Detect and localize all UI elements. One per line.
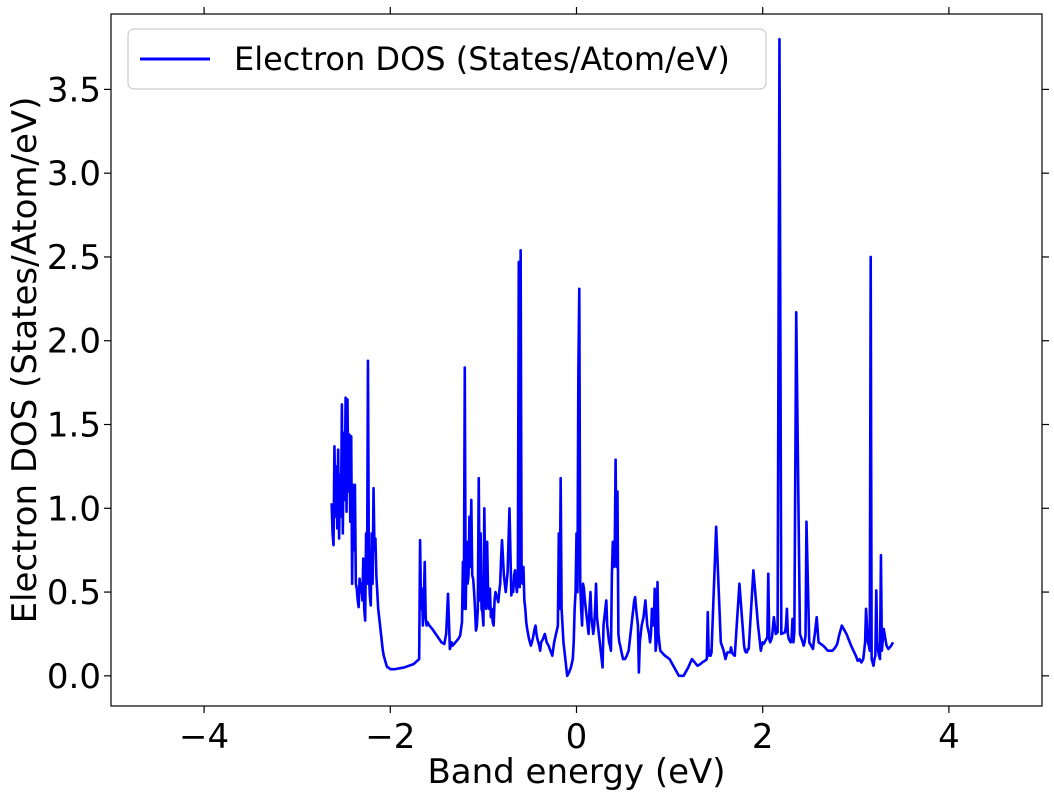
axis-ticks: −4 −2 0 2 4 0.0 0.5 1.0 1.5 2.0 2.5 3.0 3.5 [47, 7, 1049, 757]
y-tick-label: 0.0 [47, 657, 101, 697]
plot-marks [330, 37, 895, 678]
x-axis-label: Band energy (eV) [427, 752, 725, 792]
series-line [330, 37, 895, 678]
x-tick-label: −4 [179, 717, 229, 757]
y-tick-label: 1.0 [47, 489, 101, 529]
legend-box [127, 28, 767, 90]
legend: Electron DOS (States/Atom/eV) [127, 28, 767, 90]
legend-entry-label: Electron DOS (States/Atom/eV) [234, 40, 730, 78]
x-tick-label: 0 [566, 717, 588, 757]
y-tick-label: 2.0 [47, 322, 101, 362]
y-tick-label: 1.5 [47, 406, 101, 446]
y-axis-label: Electron DOS (States/Atom/eV) [5, 97, 45, 624]
axes-frame [110, 13, 1043, 707]
x-tick-label: −2 [365, 717, 415, 757]
y-tick-label: 2.5 [47, 238, 101, 278]
y-tick-label: 3.0 [47, 154, 101, 194]
x-tick-label: 2 [752, 717, 774, 757]
x-tick-label: 4 [938, 717, 960, 757]
y-tick-label: 0.5 [47, 573, 101, 613]
y-tick-label: 3.5 [47, 70, 101, 110]
